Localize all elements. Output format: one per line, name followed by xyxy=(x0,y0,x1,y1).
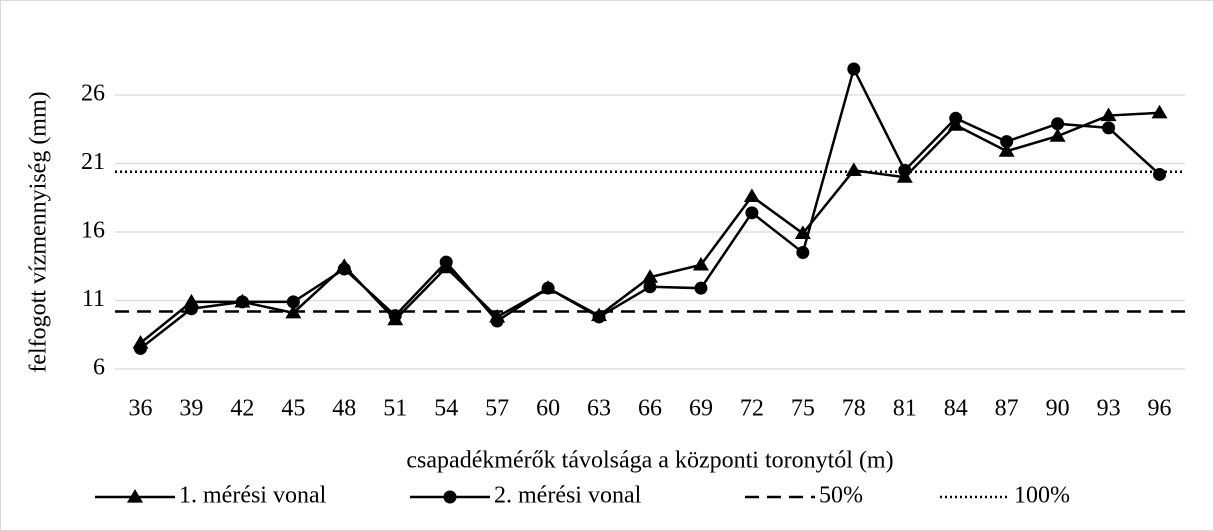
x-tick-label: 39 xyxy=(179,396,203,422)
circle-marker xyxy=(643,280,657,294)
x-tick-label: 90 xyxy=(1046,396,1070,422)
x-tick-label: 45 xyxy=(281,396,305,422)
triangle-marker xyxy=(743,188,760,202)
legend-marker xyxy=(443,490,457,504)
y-tick-label: 16 xyxy=(81,218,105,244)
triangle-marker xyxy=(998,143,1015,157)
circle-marker xyxy=(1102,121,1116,135)
legend-label: 2. mérési vonal xyxy=(494,483,642,509)
y-axis-title: felfogott vízmennyiség (mm) xyxy=(26,91,52,372)
triangle-marker xyxy=(1100,107,1117,122)
x-tick-label: 84 xyxy=(944,396,968,422)
x-tick-label: 60 xyxy=(536,396,560,422)
circle-marker xyxy=(745,206,759,220)
x-tick-label: 48 xyxy=(332,396,356,422)
x-tick-label: 66 xyxy=(638,396,662,422)
legend-marker xyxy=(127,489,143,503)
triangle-marker xyxy=(285,304,302,319)
circle-marker xyxy=(133,341,147,355)
x-tick-label: 93 xyxy=(1097,396,1121,422)
y-tick-label: 26 xyxy=(81,81,105,107)
circle-marker xyxy=(1000,135,1014,149)
circle-marker xyxy=(388,309,402,323)
circle-marker xyxy=(286,295,300,309)
x-tick-label: 81 xyxy=(893,396,917,422)
triangle-marker xyxy=(845,162,862,176)
x-tick-label: 57 xyxy=(485,396,509,422)
circle-marker xyxy=(949,111,963,125)
circle-marker xyxy=(592,310,606,324)
x-tick-label: 63 xyxy=(587,396,611,422)
circle-marker xyxy=(439,255,453,269)
x-tick-label: 96 xyxy=(1148,396,1172,422)
triangle-marker xyxy=(1049,128,1066,142)
circle-marker xyxy=(847,62,861,76)
y-tick-label: 21 xyxy=(81,149,105,175)
x-tick-label: 78 xyxy=(842,396,866,422)
x-tick-label: 42 xyxy=(230,396,254,422)
triangle-marker xyxy=(1151,104,1168,119)
legend-label: 1. mérési vonal xyxy=(179,483,327,509)
circle-marker xyxy=(898,163,912,177)
legend-label: 50% xyxy=(819,483,863,509)
x-tick-label: 36 xyxy=(128,396,152,422)
circle-marker xyxy=(235,295,249,309)
circle-marker xyxy=(490,314,504,328)
circle-marker xyxy=(796,246,810,260)
circle-marker xyxy=(1153,167,1167,181)
x-tick-label: 54 xyxy=(434,396,458,422)
x-tick-label: 72 xyxy=(740,396,764,422)
circle-marker xyxy=(1051,117,1065,131)
x-tick-label: 69 xyxy=(689,396,713,422)
x-tick-label: 75 xyxy=(791,396,815,422)
triangle-marker xyxy=(692,256,709,271)
x-axis-title: csapadékmérők távolsága a központi toron… xyxy=(406,448,893,474)
triangle-marker xyxy=(642,269,658,283)
circle-marker xyxy=(337,262,351,276)
circle-marker xyxy=(541,281,555,295)
x-tick-label: 51 xyxy=(383,396,407,422)
circle-marker xyxy=(184,302,198,316)
y-tick-label: 6 xyxy=(93,355,105,381)
y-tick-label: 11 xyxy=(82,286,105,312)
x-tick-label: 87 xyxy=(995,396,1019,422)
circle-marker xyxy=(694,281,708,295)
legend-label: 100% xyxy=(1014,483,1070,509)
